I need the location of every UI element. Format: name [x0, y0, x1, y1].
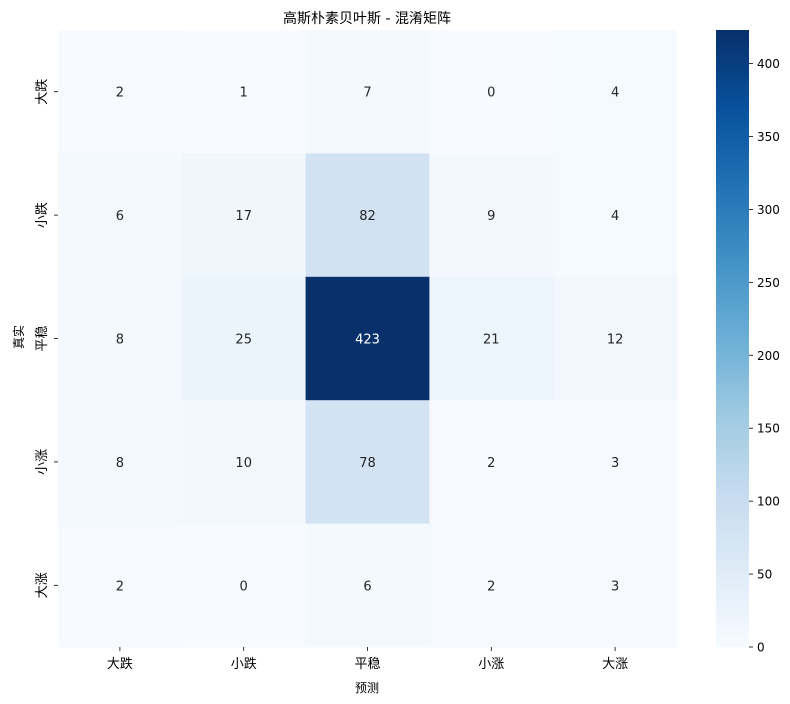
x-axis-label: 预测 — [355, 681, 379, 695]
colorbar-tick-label: 350 — [757, 130, 780, 144]
cell-value-label: 17 — [235, 209, 252, 224]
y-tick-label-group: 平稳 — [34, 325, 50, 351]
cell-value-label: 9 — [487, 209, 495, 224]
x-tick-label: 大涨 — [602, 657, 628, 672]
y-tick-label-group: 大涨 — [35, 572, 50, 598]
y-tick-label-group: 小涨 — [35, 449, 50, 475]
heatmap-cell — [553, 153, 678, 278]
heatmap-cell — [181, 523, 307, 648]
cell-value-label: 78 — [359, 456, 376, 471]
x-tick-label: 大跌 — [107, 656, 133, 672]
heatmap-cells — [58, 30, 678, 648]
heatmap-cell — [58, 153, 183, 278]
y-tick-label: 大跌 — [34, 79, 50, 105]
colorbar-tick-label: 0 — [757, 641, 765, 655]
heatmap-cell — [429, 153, 554, 278]
colorbar-tick-label: 50 — [757, 568, 772, 582]
cell-value-label: 1 — [240, 86, 248, 101]
y-tick-label: 大涨 — [35, 572, 50, 598]
y-axis-label: 真实 — [11, 325, 26, 349]
cell-value-label: 0 — [240, 579, 248, 594]
cell-value-label: 4 — [611, 209, 619, 224]
x-tick-label: 小涨 — [478, 657, 504, 672]
colorbar — [716, 30, 749, 647]
cell-value-label: 0 — [487, 86, 495, 101]
heatmap-cell — [305, 30, 430, 154]
heatmap-cell — [58, 30, 183, 154]
heatmap-cell — [429, 276, 554, 401]
heatmap-cell — [58, 400, 183, 525]
heatmap-cell — [429, 30, 554, 154]
cell-value-label: 6 — [116, 209, 124, 224]
cell-value-label: 6 — [363, 579, 371, 594]
heatmap-cell — [553, 400, 678, 525]
heatmap-cell — [305, 276, 430, 401]
colorbar-ticks: 0 50 100 150 200 250 300 350 400 — [749, 57, 780, 655]
cell-value-label: 2 — [116, 579, 124, 594]
cell-value-label: 21 — [483, 333, 500, 348]
cell-value-label: 3 — [611, 579, 619, 594]
heatmap-cell — [553, 30, 678, 154]
cell-value-label: 10 — [235, 456, 252, 471]
colorbar-tick-label: 200 — [757, 349, 780, 363]
y-tick-label: 平稳 — [34, 325, 50, 351]
heatmap-cell — [181, 30, 307, 154]
y-tick-label: 小跌 — [34, 202, 50, 228]
heatmap-cell — [58, 276, 183, 401]
heatmap-cell — [305, 523, 430, 648]
colorbar-tick-label: 150 — [757, 422, 780, 436]
y-tick-label-group: 小跌 — [34, 202, 50, 228]
heatmap-cell — [58, 523, 183, 648]
cell-value-label: 12 — [607, 333, 624, 348]
heatmap-cell — [553, 276, 678, 401]
colorbar-tick-label: 300 — [757, 203, 780, 217]
heatmap-cell — [305, 400, 430, 525]
cell-value-label: 423 — [355, 333, 380, 348]
chart-title: 高斯朴素贝叶斯 - 混淆矩阵 — [283, 10, 451, 27]
heatmap-cell — [181, 153, 307, 278]
colorbar-tick-label: 100 — [757, 495, 780, 509]
x-axis: 大跌 小跌 平稳 小涨 大涨 — [107, 647, 628, 672]
heatmap-cell — [429, 523, 554, 648]
colorbar-tick-label: 400 — [757, 57, 780, 71]
y-axis-label-group: 真实 — [11, 325, 26, 349]
heatmap-cell — [181, 276, 307, 401]
cell-value-label: 3 — [611, 456, 619, 471]
cell-value-label: 2 — [116, 86, 124, 101]
y-tick-label: 小涨 — [35, 449, 50, 475]
cell-value-label: 8 — [116, 456, 124, 471]
heatmap-cell — [305, 153, 430, 278]
cell-value-label: 4 — [611, 86, 619, 101]
cell-value-label: 2 — [487, 456, 495, 471]
x-tick-label: 小跌 — [231, 656, 257, 672]
cell-value-labels: 2 1 7 0 46 17 82 9 48 25 423 21 128 10 78 2 32 0 6 2 3 — [116, 86, 624, 595]
heatmap-cell — [181, 400, 307, 525]
cell-value-label: 2 — [487, 579, 495, 594]
cell-value-label: 7 — [363, 86, 371, 101]
heatmap-cell — [429, 400, 554, 525]
cell-value-label: 25 — [235, 333, 252, 348]
colorbar-tick-label: 250 — [757, 276, 780, 290]
cell-value-label: 82 — [359, 209, 376, 224]
heatmap-cell — [553, 523, 678, 648]
x-tick-label: 平稳 — [354, 656, 380, 672]
cell-value-label: 8 — [116, 333, 124, 348]
y-tick-label-group: 大跌 — [34, 79, 50, 105]
